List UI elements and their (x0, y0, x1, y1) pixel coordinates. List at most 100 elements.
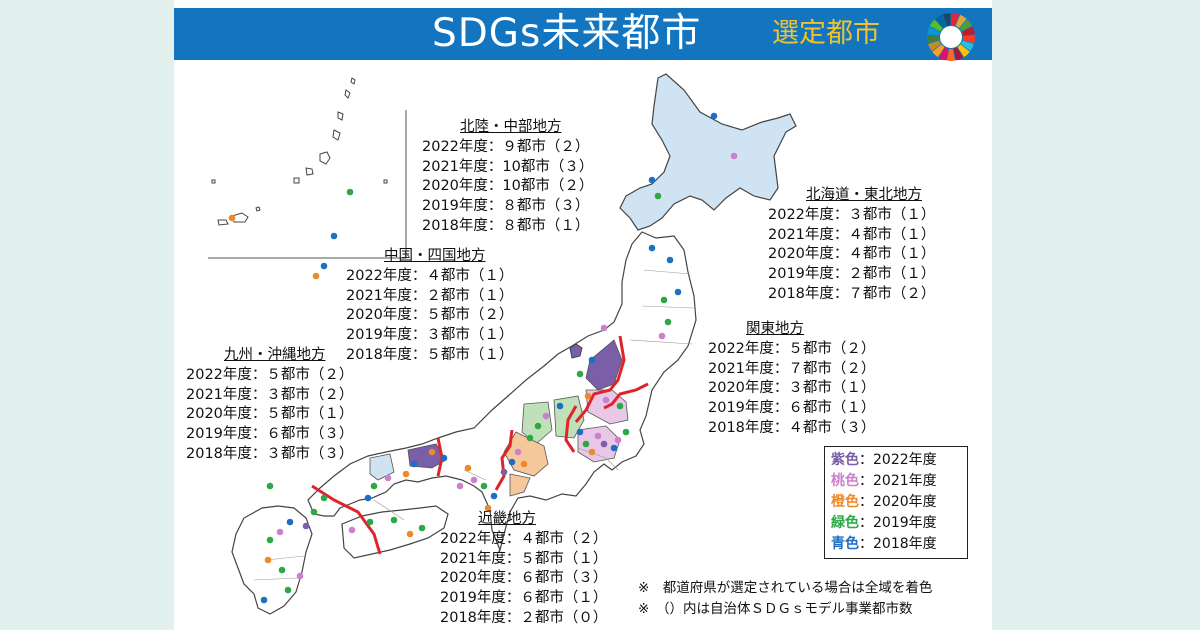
city-marker (384, 474, 392, 482)
city-marker (418, 524, 426, 532)
year-row: 2021年度：３都市（２） (186, 386, 354, 403)
sdg-wheel-segment (927, 26, 941, 36)
city-marker (614, 436, 622, 444)
city-marker (406, 530, 414, 538)
city-marker (370, 482, 378, 490)
sdg-wheel-segment (960, 40, 974, 52)
city-marker (366, 518, 374, 526)
city-marker (310, 508, 318, 516)
legend-year: ：2021年度 (859, 473, 937, 489)
region-boundaries (311, 335, 649, 555)
region-title: 関東地方 (746, 321, 804, 337)
footnotes: ※ 都道府県が選定されている場合は全域を着色 ※ （）内は自治体ＳＤＧｓモデル事… (638, 578, 932, 620)
city-marker (456, 482, 464, 490)
city-marker (402, 470, 410, 478)
city-marker (584, 392, 592, 400)
legend-item: 橙色：2020年度 (831, 492, 967, 513)
city-marker (582, 440, 590, 448)
city-marker (296, 572, 304, 580)
inset-frame (208, 110, 407, 259)
area-2020 (509, 473, 531, 497)
city-marker (320, 262, 328, 270)
city-marker (606, 352, 614, 360)
region-title: 北海道・東北地方 (806, 187, 922, 203)
year-row: 2020年度：10都市（２） (422, 178, 594, 195)
city-marker (428, 448, 436, 456)
sdg-wheel-segment (929, 19, 943, 32)
city-marker (470, 476, 478, 484)
city-marker (666, 256, 674, 264)
region-kinki: 近畿地方 2022年度：４都市（２） 2021年度：５都市（１） 2020年度：… (440, 510, 607, 629)
city-marker (480, 482, 488, 490)
city-marker (576, 370, 584, 378)
kyushu (231, 505, 313, 615)
city-marker (674, 288, 682, 296)
legend-year: ：2018年度 (859, 536, 937, 552)
hokkaido (619, 73, 797, 231)
year-row: 2020年度：５都市（２） (346, 307, 514, 324)
city-marker (302, 522, 310, 530)
year-row: 2020年度：６都市（３） (440, 570, 608, 587)
city-marker (594, 432, 602, 440)
year-row: 2018年度：４都市（３） (708, 419, 876, 436)
year-row: 2022年度：４都市（２） (440, 530, 608, 547)
city-marker (464, 464, 472, 472)
content-card: SDGs未来都市 選定都市 (174, 0, 992, 630)
city-marker (330, 232, 338, 240)
city-marker (312, 272, 320, 280)
year-row: 2018年度：７都市（２） (768, 285, 936, 302)
sdg-wheel-segment (951, 13, 960, 26)
sdg-wheel-segment (942, 13, 951, 26)
city-markers (228, 112, 738, 604)
city-marker (730, 152, 738, 160)
region-title: 九州・沖縄地方 (224, 347, 326, 363)
sdg-wheel-segment (938, 47, 949, 61)
area-2020 (503, 431, 549, 477)
city-marker (260, 596, 268, 604)
footnote: ※ （）内は自治体ＳＤＧｓモデル事業都市数 (638, 601, 913, 617)
year-row: 2022年度：９都市（２） (422, 138, 590, 155)
city-marker (654, 192, 662, 200)
city-marker (266, 482, 274, 490)
year-row: 2019年度：３都市（１） (346, 327, 514, 344)
legend-item: 紫色：2022年度 (831, 450, 967, 471)
city-marker (514, 448, 522, 456)
city-marker (346, 188, 354, 196)
year-row: 2019年度：８都市（３） (422, 198, 590, 215)
okinawa-islands (211, 77, 388, 226)
year-row: 2020年度：５都市（１） (186, 406, 354, 423)
year-row: 2021年度：５都市（１） (440, 550, 608, 567)
year-row: 2018年度：３都市（３） (186, 445, 354, 462)
year-row: 2022年度：５都市（２） (708, 340, 876, 357)
sdg-wheel-segment (935, 14, 947, 28)
city-marker (648, 244, 656, 252)
year-row: 2022年度：３都市（１） (768, 206, 936, 223)
city-marker (520, 460, 528, 468)
city-marker (484, 504, 492, 512)
region-title: 中国・四国地方 (384, 248, 486, 264)
color-legend: 紫色：2022年度 桃色：2021年度 橙色：2020年度 緑色：2019年度 … (824, 446, 968, 559)
year-row: 2018年度：８都市（１） (422, 217, 590, 234)
sdg-wheel-segment (959, 19, 973, 32)
city-marker (658, 332, 666, 340)
year-row: 2019年度：６都市（１） (708, 400, 876, 417)
region-hokkaido-tohoku: 北海道・東北地方 2022年度：３都市（１） 2021年度：４都市（１） 202… (768, 186, 935, 305)
city-marker (542, 412, 550, 420)
sdg-wheel-segment (953, 47, 964, 61)
city-marker (534, 422, 542, 430)
year-row: 2022年度：４都市（１） (346, 267, 514, 284)
city-marker (600, 440, 608, 448)
city-marker (410, 460, 418, 468)
legend-color-label: 緑色 (831, 515, 859, 531)
year-row: 2019年度：６都市（１） (440, 590, 608, 607)
year-row: 2022年度：５都市（２） (186, 366, 354, 383)
year-row: 2021年度：10都市（３） (422, 158, 594, 175)
city-marker (490, 492, 498, 500)
year-row: 2021年度：７都市（２） (708, 360, 876, 377)
legend-item: 青色：2018年度 (831, 534, 967, 555)
city-marker (364, 494, 372, 502)
city-marker (622, 428, 630, 436)
sdg-wheel-segment (947, 48, 955, 61)
sdg-wheel-segment (962, 35, 975, 44)
city-marker (710, 112, 718, 120)
